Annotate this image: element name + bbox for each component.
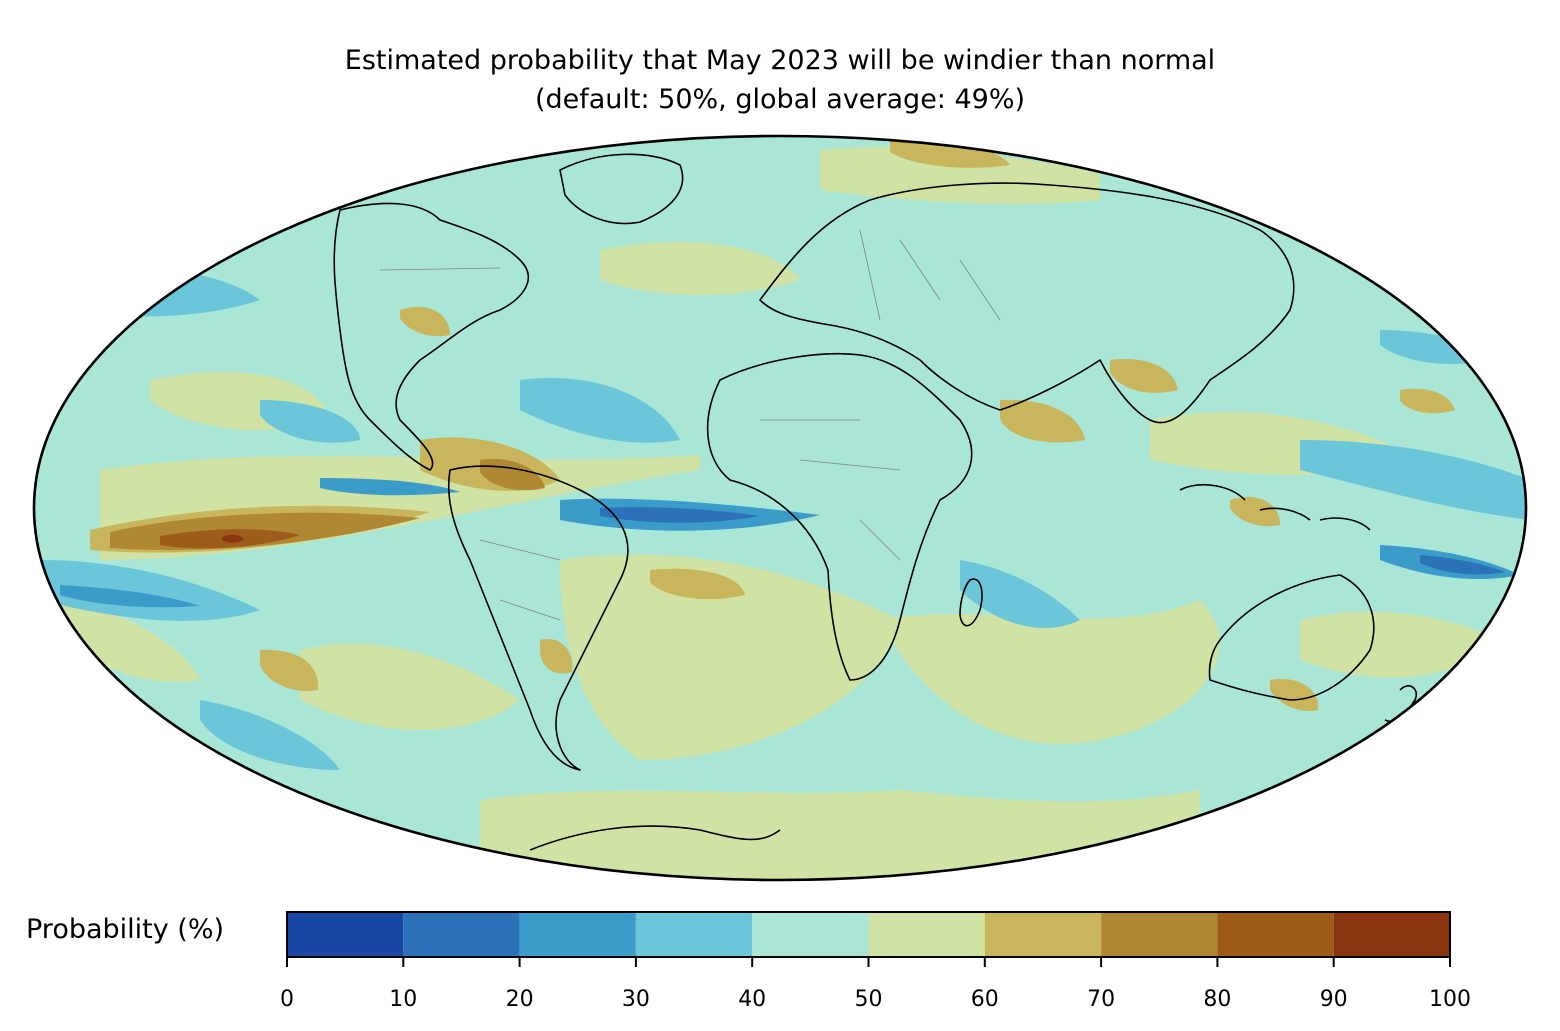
map-subtitle: (default: 50%, global average: 49%): [534, 84, 1026, 115]
coastlines: [333, 153, 1418, 851]
colorbar-bin-60-70: [984, 912, 1102, 957]
colorbar-tick-label: 60: [970, 987, 999, 1012]
colorbar-tick-label: 80: [1203, 987, 1232, 1012]
colorbar-tick-label: 90: [1319, 987, 1348, 1012]
colorbar-tick-label: 30: [621, 987, 650, 1012]
bin-90-100-regions: [222, 534, 244, 543]
colorbar-tick-label: 50: [854, 987, 883, 1012]
bin-10-20-regions: [600, 507, 1505, 575]
colorbar-tick-label: 20: [505, 987, 534, 1012]
colorbar-label: Probability (%): [26, 914, 225, 945]
globe-outline: [32, 134, 1528, 882]
country-borders: [379, 229, 1001, 621]
colorbar-bin-50-60: [868, 912, 985, 957]
colorbar-bin-10-20: [403, 912, 520, 957]
colorbar-bin-70-80: [1101, 912, 1218, 957]
colorbar-bin-40-50: [752, 912, 869, 957]
colorbar-tick-label: 70: [1087, 987, 1116, 1012]
colorbar-tick-label: 40: [738, 987, 767, 1012]
colorbar-bin-30-40: [635, 912, 753, 957]
colorbar: [287, 912, 1450, 957]
colorbar-ticks: [286, 957, 1451, 967]
colorbar-bin-90-100: [1333, 912, 1450, 957]
colorbar-tick-label: 100: [1429, 987, 1471, 1012]
colorbar-bin-0-10: [287, 912, 404, 957]
colorbar-tick-label: 10: [389, 987, 418, 1012]
colorbar-bin-80-90: [1217, 912, 1334, 957]
colorbar-bin-20-30: [519, 912, 636, 957]
map-title: Estimated probability that May 2023 will…: [344, 45, 1216, 76]
probability-field: [34, 136, 1526, 880]
colorbar-tick-label: 0: [280, 987, 294, 1012]
